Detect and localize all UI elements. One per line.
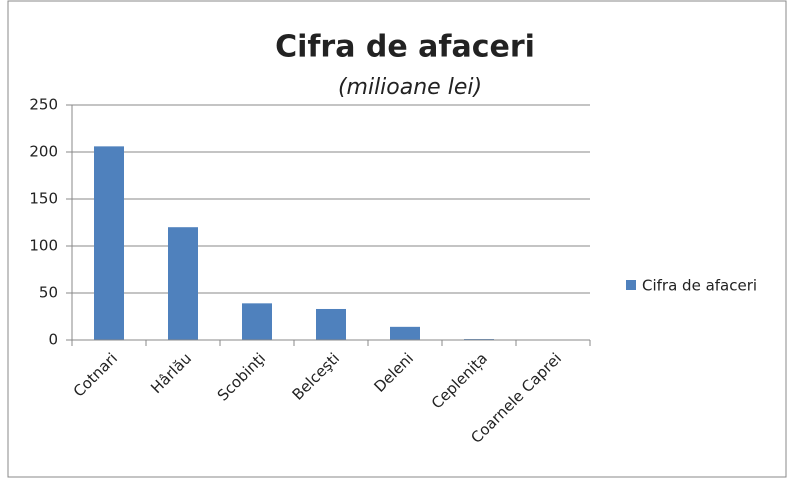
- bar: [242, 303, 272, 340]
- y-tick-label: 100: [29, 237, 58, 255]
- chart-border: [7, 0, 787, 478]
- y-tick-label: 150: [29, 190, 58, 208]
- chart-subtitle: (milioane lei): [338, 75, 482, 100]
- y-tick-label: 50: [39, 284, 58, 302]
- bar: [390, 326, 420, 340]
- chart-title: Cifra de afaceri: [275, 30, 535, 65]
- legend-label: Cifra de afaceri: [642, 277, 757, 295]
- legend-swatch: [626, 280, 636, 290]
- y-tick-label: 200: [29, 143, 58, 161]
- y-tick-label: 0: [48, 331, 58, 349]
- bar: [168, 227, 198, 340]
- y-tick-label: 250: [29, 96, 58, 114]
- bar: [316, 308, 346, 340]
- bar: [94, 146, 124, 340]
